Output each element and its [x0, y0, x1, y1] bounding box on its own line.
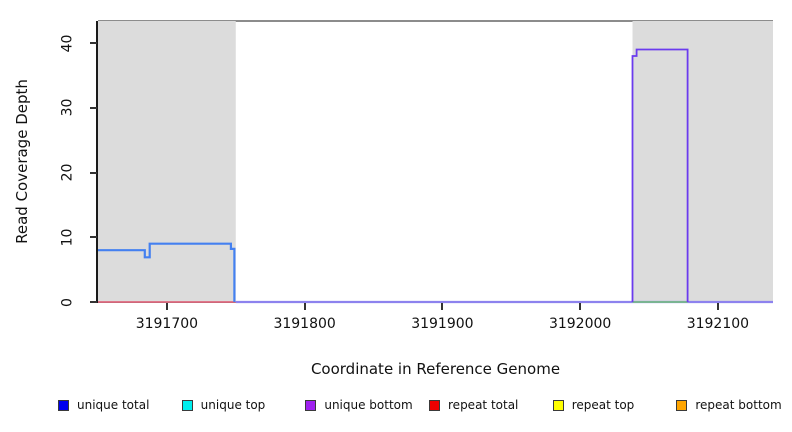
legend: unique total unique top unique bottom repea… [50, 398, 792, 412]
y-axis-line [96, 21, 98, 303]
legend-label: unique bottom [324, 398, 413, 412]
x-tick-label: 3192000 [548, 316, 612, 332]
left-repeat-region [98, 21, 236, 302]
legend-item-repeat-bottom: repeat bottom [668, 398, 792, 412]
x-tick-label: 3192100 [686, 316, 750, 332]
x-tick-label: 3191900 [411, 316, 474, 332]
y-tick-label: 10 [59, 228, 76, 247]
legend-item-repeat-top: repeat top [545, 398, 669, 412]
series-line-unique-total [98, 242, 236, 302]
x-tick [441, 303, 444, 310]
x-tick [579, 303, 582, 310]
legend-label: repeat total [448, 398, 519, 412]
legend-label: repeat top [571, 398, 635, 412]
x-tick-label: 3191700 [135, 316, 199, 332]
y-tick-label: 30 [59, 98, 76, 117]
plot-canvas [98, 21, 773, 304]
y-tick [90, 236, 97, 239]
y-tick [90, 171, 97, 174]
legend-item-repeat-total: repeat total [421, 398, 545, 412]
y-tick [90, 301, 97, 303]
legend-swatch-icon [429, 399, 441, 411]
y-axis-title: Read Coverage Depth [13, 79, 31, 244]
legend-item-unique-total: unique total [50, 398, 174, 412]
right-repeat-region [632, 21, 773, 302]
legend-item-unique-top: unique top [174, 398, 298, 412]
legend-swatch-icon [58, 399, 69, 411]
legend-swatch-icon [676, 399, 688, 411]
x-axis-title: Coordinate in Reference Genome [310, 360, 561, 378]
y-tick [90, 42, 97, 44]
y-tick-label: 20 [59, 163, 76, 182]
legend-item-unique-bottom: unique bottom [297, 398, 421, 412]
x-tick [716, 303, 719, 310]
legend-label: unique total [77, 398, 150, 412]
series-line-unique-bottom-peak [631, 48, 689, 302]
legend-swatch-icon [181, 399, 193, 411]
plot-area [98, 21, 773, 304]
y-tick [90, 106, 97, 109]
legend-label: unique top [200, 398, 266, 412]
plot-top-border [98, 20, 773, 22]
x-tick [165, 303, 168, 310]
x-tick [303, 303, 306, 310]
y-tick-label: 40 [59, 34, 76, 52]
y-tick-label: 0 [59, 297, 76, 307]
legend-label: repeat bottom [695, 398, 782, 412]
legend-swatch-icon [552, 399, 564, 411]
legend-swatch-icon [305, 399, 317, 411]
x-tick-label: 3191800 [273, 316, 336, 332]
